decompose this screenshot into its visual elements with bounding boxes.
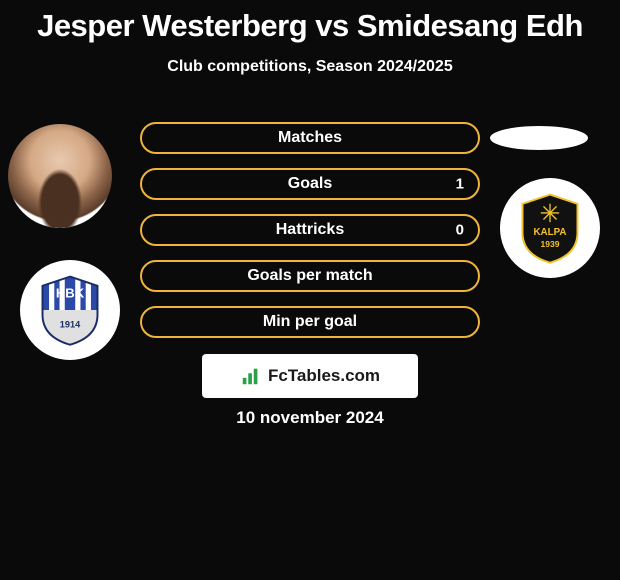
stat-right-value: 1 <box>456 176 464 193</box>
stat-label: Matches <box>278 129 342 147</box>
stat-row-matches: Matches <box>140 122 480 154</box>
svg-text:HBK: HBK <box>56 286 85 301</box>
club-badge-right: KALPA 1939 <box>500 178 600 278</box>
brand-text: FcTables.com <box>268 366 380 386</box>
player-photo-right-placeholder <box>490 126 588 150</box>
page-title: Jesper Westerberg vs Smidesang Edh <box>0 0 620 44</box>
stat-pill-stack: Matches Goals 1 Hattricks 0 Goals per ma… <box>140 122 480 352</box>
stat-row-goals: Goals 1 <box>140 168 480 200</box>
stat-row-goals-per-match: Goals per match <box>140 260 480 292</box>
date-label: 10 november 2024 <box>0 408 620 428</box>
subtitle: Club competitions, Season 2024/2025 <box>0 58 620 76</box>
stat-row-min-per-goal: Min per goal <box>140 306 480 338</box>
stat-label: Min per goal <box>263 313 357 331</box>
stat-row-hattricks: Hattricks 0 <box>140 214 480 246</box>
brand-box: FcTables.com <box>202 354 418 398</box>
player-photo-left <box>8 124 112 228</box>
stat-label: Hattricks <box>276 221 344 239</box>
svg-text:1939: 1939 <box>541 239 560 249</box>
svg-text:KALPA: KALPA <box>533 227 566 238</box>
svg-text:1914: 1914 <box>60 320 81 330</box>
stat-right-value: 0 <box>456 222 464 239</box>
stat-label: Goals <box>288 175 332 193</box>
shield-icon: HBK 1914 <box>34 274 106 346</box>
club-badge-left: HBK 1914 <box>20 260 120 360</box>
stat-label: Goals per match <box>247 267 372 285</box>
shield-icon: KALPA 1939 <box>514 192 586 264</box>
bar-chart-icon <box>240 365 262 387</box>
